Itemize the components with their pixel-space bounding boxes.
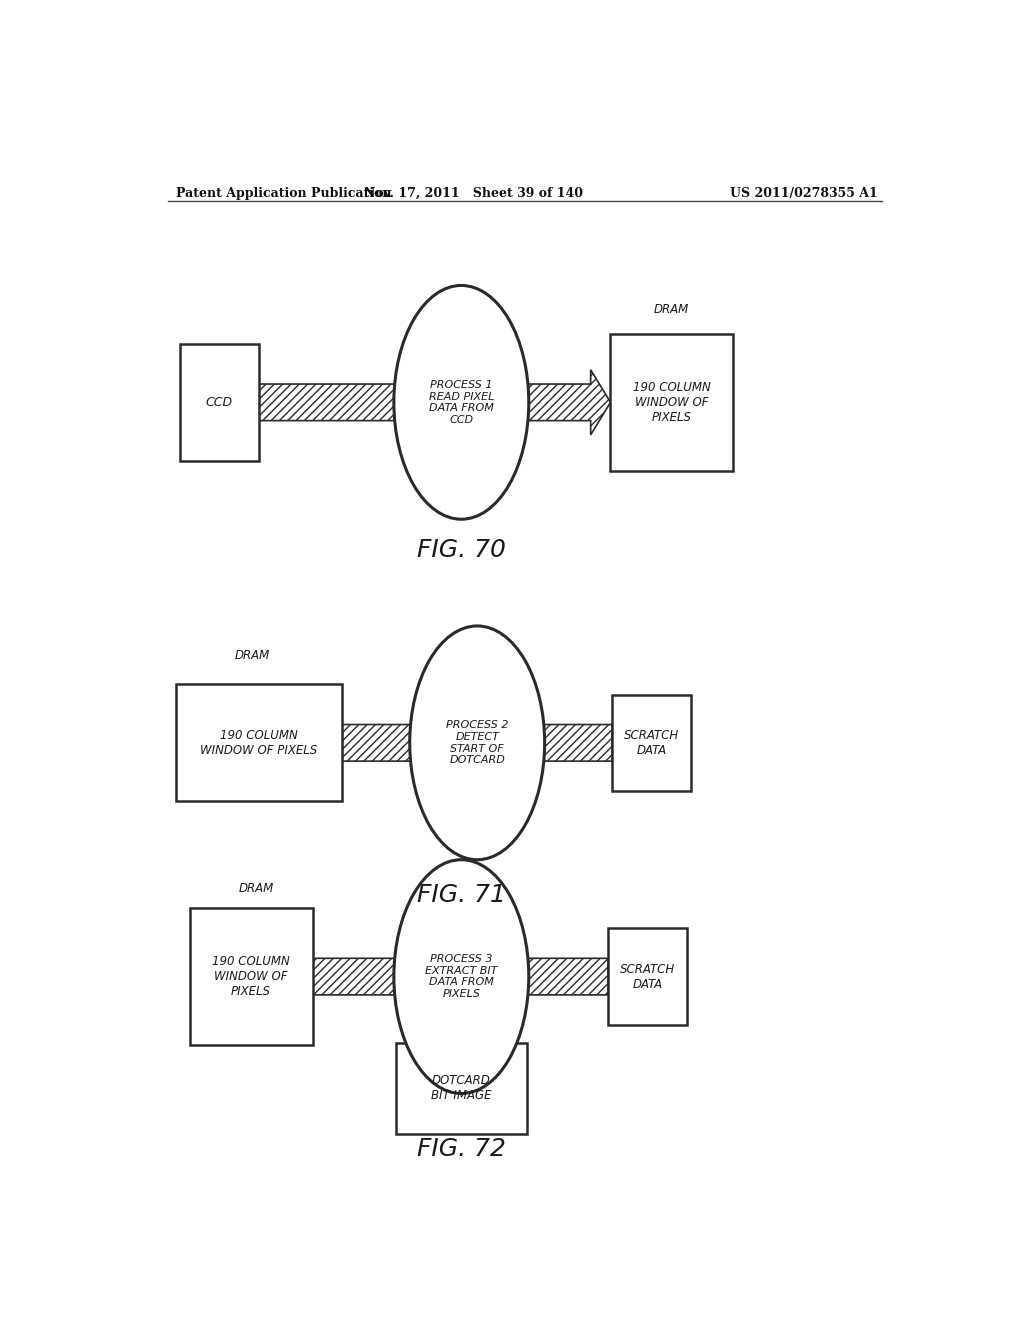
Polygon shape	[313, 944, 528, 1008]
Text: 190 COLUMN
WINDOW OF PIXELS: 190 COLUMN WINDOW OF PIXELS	[201, 729, 317, 756]
Text: FIG. 70: FIG. 70	[417, 537, 506, 562]
Text: 190 COLUMN
WINDOW OF
PIXELS: 190 COLUMN WINDOW OF PIXELS	[633, 381, 711, 424]
Polygon shape	[259, 370, 528, 434]
Text: FIG. 72: FIG. 72	[417, 1138, 506, 1162]
Bar	[179, 345, 259, 461]
Text: PROCESS 3
EXTRACT BIT
DATA FROM
PIXELS: PROCESS 3 EXTRACT BIT DATA FROM PIXELS	[425, 954, 498, 999]
Text: PROCESS 1
READ PIXEL
DATA FROM
CCD: PROCESS 1 READ PIXEL DATA FROM CCD	[429, 380, 494, 425]
Text: SCRATCH
DATA: SCRATCH DATA	[621, 962, 676, 990]
Bar	[396, 1043, 526, 1134]
Polygon shape	[342, 710, 545, 775]
Text: Patent Application Publication: Patent Application Publication	[176, 187, 391, 199]
Ellipse shape	[394, 859, 528, 1093]
Text: DRAM: DRAM	[236, 648, 270, 661]
Text: 190 COLUMN
WINDOW OF
PIXELS: 190 COLUMN WINDOW OF PIXELS	[212, 956, 290, 998]
Bar	[189, 908, 312, 1045]
Text: CCD: CCD	[206, 396, 232, 409]
Polygon shape	[394, 370, 610, 434]
Text: Nov. 17, 2011   Sheet 39 of 140: Nov. 17, 2011 Sheet 39 of 140	[364, 187, 583, 199]
Bar	[612, 694, 691, 791]
Text: FIG. 71: FIG. 71	[417, 883, 506, 907]
Text: US 2011/0278355 A1: US 2011/0278355 A1	[730, 187, 878, 199]
Text: SCRATCH
DATA: SCRATCH DATA	[625, 729, 679, 756]
Text: DRAM: DRAM	[240, 882, 274, 895]
Polygon shape	[431, 1038, 492, 1093]
Ellipse shape	[394, 285, 528, 519]
Text: PROCESS 2
DETECT
START OF
DOTCARD: PROCESS 2 DETECT START OF DOTCARD	[445, 721, 509, 766]
Text: DOTCARD
BIT IMAGE: DOTCARD BIT IMAGE	[431, 1074, 492, 1102]
Text: DRAM: DRAM	[654, 304, 689, 315]
Polygon shape	[410, 710, 612, 775]
Bar	[608, 928, 687, 1024]
Ellipse shape	[410, 626, 545, 859]
Bar	[610, 334, 733, 471]
Polygon shape	[394, 944, 608, 1008]
Bar	[176, 684, 342, 801]
